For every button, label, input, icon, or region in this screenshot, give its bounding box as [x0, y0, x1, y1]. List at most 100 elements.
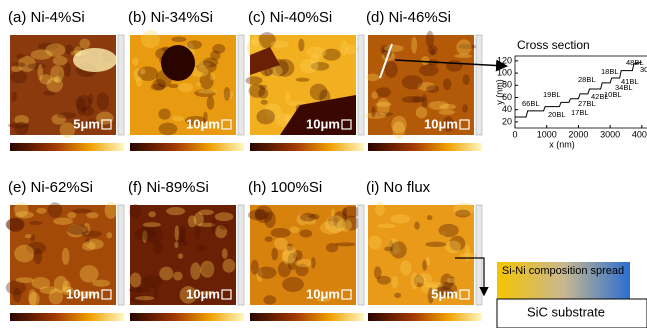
- afm-texture: [417, 275, 426, 284]
- afm-texture: [300, 213, 316, 222]
- x-tick-label: 2000: [568, 129, 588, 139]
- afm-texture: [38, 64, 43, 80]
- afm-texture: [257, 266, 276, 278]
- afm-texture: [172, 116, 184, 121]
- afm-texture: [48, 202, 62, 217]
- figure: (a) Ni-4%Si5μm(b) Ni-34%Si10μm(c) Ni-40%…: [0, 0, 647, 328]
- color-bar: [130, 313, 244, 321]
- afm-texture: [136, 76, 143, 87]
- afm-texture: [427, 215, 433, 220]
- panel-label: (f) Ni-89%Si: [128, 179, 209, 196]
- side-bar: [238, 35, 244, 135]
- afm-texture: [300, 59, 319, 74]
- afm-texture: [446, 60, 463, 72]
- afm-texture: [298, 39, 304, 52]
- afm-texture: [223, 259, 236, 273]
- afm-texture: [219, 224, 228, 230]
- afm-texture: [166, 207, 185, 215]
- afm-texture: [72, 209, 92, 214]
- afm-texture: [456, 39, 471, 55]
- scale-label: 10μm: [306, 286, 340, 301]
- step-annotation: 30BL: [640, 65, 647, 74]
- afm-texture: [135, 296, 154, 300]
- afm-texture: [174, 241, 178, 248]
- afm-texture: [200, 261, 214, 278]
- afm-texture: [11, 70, 27, 83]
- afm-texture: [173, 272, 183, 281]
- afm-texture: [67, 212, 76, 219]
- afm-texture: [62, 248, 70, 265]
- afm-texture: [414, 222, 420, 230]
- step-annotation: 28BL: [578, 75, 596, 84]
- afm-texture: [368, 236, 381, 250]
- afm-texture: [439, 110, 455, 115]
- afm-texture: [29, 221, 42, 225]
- afm-texture: [265, 236, 273, 242]
- afm-texture: [80, 265, 99, 283]
- side-bar: [358, 205, 364, 305]
- afm-texture: [27, 63, 45, 69]
- afm-texture: [67, 224, 89, 235]
- afm-texture: [271, 248, 278, 261]
- panel-label: (i) No flux: [366, 179, 431, 196]
- panel-label: (h) 100%Si: [248, 179, 322, 196]
- afm-texture: [14, 245, 34, 263]
- afm-texture: [215, 212, 233, 221]
- scale-label: 10μm: [424, 116, 458, 131]
- afm-texture: [196, 82, 202, 86]
- afm-texture: [53, 218, 73, 225]
- afm-texture: [366, 74, 380, 81]
- afm-texture: [390, 214, 410, 223]
- panel-label: (c) Ni-40%Si: [248, 9, 332, 26]
- afm-texture: [175, 225, 179, 241]
- afm-texture: [447, 278, 456, 283]
- x-tick-label: 0: [512, 129, 517, 139]
- afm-texture: [132, 57, 138, 66]
- afm-texture: [130, 272, 141, 287]
- afm-texture: [245, 76, 262, 84]
- afm-texture: [411, 272, 418, 289]
- afm-texture: [105, 202, 117, 219]
- afm-texture: [207, 96, 215, 110]
- afm-texture: [375, 202, 385, 216]
- afm-texture: [340, 40, 348, 55]
- afm-texture: [210, 73, 216, 80]
- afm-texture: [140, 68, 145, 74]
- afm-texture: [270, 228, 290, 238]
- step-annotation: 41BL: [621, 77, 639, 86]
- side-bar: [476, 205, 482, 305]
- afm-texture: [289, 226, 299, 233]
- afm-texture: [371, 91, 377, 99]
- side-bar: [358, 35, 364, 135]
- afm-texture: [154, 287, 158, 299]
- afm-texture: [326, 243, 338, 252]
- afm-texture: [46, 77, 63, 92]
- afm-texture: [203, 57, 218, 67]
- afm-texture: [299, 230, 312, 238]
- afm-texture: [384, 45, 404, 52]
- afm-texture: [282, 277, 304, 292]
- side-bar: [238, 205, 244, 305]
- afm-texture: [106, 232, 112, 238]
- step-annotation: 20BL: [548, 110, 566, 119]
- substrate-label: SiC substrate: [527, 304, 605, 319]
- step-annotation: 18BL: [601, 67, 619, 76]
- afm-texture: [371, 107, 375, 118]
- afm-texture: [394, 293, 401, 298]
- afm-texture: [148, 211, 156, 217]
- chart-title: Cross section: [517, 38, 590, 52]
- color-bar: [368, 313, 482, 321]
- x-tick-label: 1000: [537, 129, 557, 139]
- x-tick-label: 3000: [600, 129, 620, 139]
- afm-texture: [463, 74, 470, 85]
- afm-texture: [16, 54, 25, 58]
- x-axis-label: x (nm): [549, 139, 575, 149]
- color-bar: [250, 313, 364, 321]
- afm-texture: [412, 96, 425, 103]
- afm-texture: [282, 246, 296, 263]
- afm-texture: [285, 92, 291, 102]
- afm-texture: [271, 40, 289, 48]
- step-annotation: 17BL: [571, 108, 589, 117]
- afm-texture: [212, 44, 225, 54]
- afm-texture: [248, 210, 269, 221]
